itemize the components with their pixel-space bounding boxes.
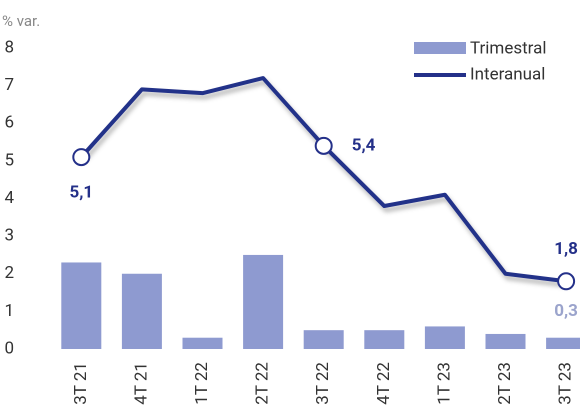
legend-label: Trimestral bbox=[470, 38, 546, 58]
bar bbox=[182, 337, 223, 349]
data-label: 1,8 bbox=[554, 239, 578, 259]
x-tick-label: 3T 21 bbox=[71, 362, 91, 405]
bar bbox=[61, 262, 102, 349]
marker bbox=[72, 148, 91, 167]
y-tick-label: 7 bbox=[4, 75, 14, 95]
y-tick-label: 2 bbox=[4, 263, 14, 283]
data-label: 5,4 bbox=[352, 135, 376, 155]
data-label: 0,3 bbox=[554, 301, 578, 321]
data-label: 5,1 bbox=[69, 183, 93, 203]
bar bbox=[485, 333, 526, 349]
legend-label: Interanual bbox=[470, 64, 545, 84]
x-tick-label: 2T 22 bbox=[253, 362, 273, 405]
y-tick-label: 6 bbox=[4, 113, 14, 133]
y-tick-label: 4 bbox=[4, 188, 14, 208]
x-tick-label: 4T 21 bbox=[131, 362, 151, 405]
bar bbox=[243, 254, 284, 349]
y-tick-label: 5 bbox=[4, 150, 14, 170]
bar bbox=[303, 330, 344, 349]
bar bbox=[121, 273, 162, 349]
y-tick-label: 3 bbox=[4, 226, 14, 246]
bar bbox=[546, 337, 580, 349]
x-tick-label: 1T 22 bbox=[192, 362, 212, 405]
y-axis-label: % var. bbox=[2, 12, 40, 30]
x-tick-label: 3T 22 bbox=[313, 362, 333, 405]
y-tick-label: 1 bbox=[4, 301, 14, 321]
marker bbox=[557, 272, 576, 291]
x-tick-label: 2T 23 bbox=[495, 362, 515, 405]
x-tick-label: 1T 23 bbox=[434, 362, 454, 405]
bar bbox=[424, 326, 465, 349]
line bbox=[79, 76, 567, 284]
marker bbox=[314, 136, 333, 155]
y-tick-label: 8 bbox=[4, 37, 14, 57]
x-tick-label: 3T 23 bbox=[556, 362, 576, 405]
x-tick-label: 4T 22 bbox=[374, 362, 394, 405]
legend-swatch-bar bbox=[414, 42, 466, 54]
y-tick-label: 0 bbox=[4, 338, 14, 358]
bar bbox=[364, 330, 405, 349]
